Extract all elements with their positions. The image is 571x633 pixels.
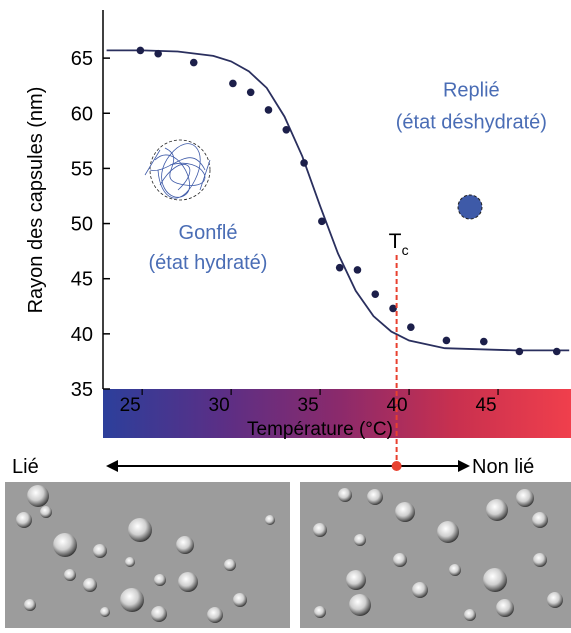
colorbar: [103, 389, 571, 438]
data-point: [318, 217, 326, 226]
y-tick-label: 60: [71, 103, 93, 125]
transition-dot: [391, 461, 402, 471]
data-point: [264, 106, 273, 114]
arrow-head-right: [458, 460, 470, 472]
fit-curve: [106, 49, 570, 352]
annotation: (état hydraté): [149, 252, 268, 274]
data-point: [189, 58, 198, 67]
annotation: Replié: [443, 80, 500, 102]
data-point: [229, 79, 237, 88]
x-tick-label: 30: [209, 395, 230, 416]
x-tick-label: 35: [298, 395, 319, 416]
x-axis-title: Température (°C): [247, 419, 393, 440]
data-point: [371, 290, 380, 298]
y-tick-label: 40: [71, 324, 93, 346]
data-point: [282, 126, 291, 134]
data-point: [136, 46, 145, 55]
data-point: [552, 347, 561, 356]
data-point: [246, 88, 255, 97]
data-point: [480, 337, 488, 346]
x-tick-label: 45: [475, 395, 496, 416]
data-point: [442, 336, 451, 345]
arrow-head-left: [106, 460, 118, 472]
collapsed-icon: [457, 194, 483, 220]
y-tick-label: 65: [71, 48, 93, 70]
y-tick-label: 50: [71, 214, 93, 236]
micrograph-right: [300, 482, 571, 628]
data-point: [335, 263, 344, 272]
x-tick-label: 25: [120, 395, 141, 416]
y-tick-label: 55: [71, 158, 93, 180]
transition-subscript: c: [402, 242, 409, 258]
y-axis-title: Rayon des capsules (nm): [25, 87, 47, 314]
right-label: Non lié: [472, 456, 534, 478]
data-point: [389, 304, 397, 313]
annotation: Gonflé: [179, 222, 238, 244]
x-tick-label: 40: [386, 395, 407, 416]
swollen-icon: [144, 139, 211, 201]
transition-label: T: [389, 230, 402, 253]
data-point: [407, 323, 415, 332]
micrograph-left: [5, 482, 290, 628]
annotation: (état déshydraté): [396, 112, 547, 134]
y-tick-label: 35: [71, 379, 93, 401]
data-point: [154, 49, 162, 58]
data-point: [353, 266, 362, 274]
left-label: Lié: [12, 456, 39, 478]
data-point: [515, 347, 524, 356]
data-point: [300, 159, 308, 167]
y-tick-label: 45: [71, 269, 93, 291]
